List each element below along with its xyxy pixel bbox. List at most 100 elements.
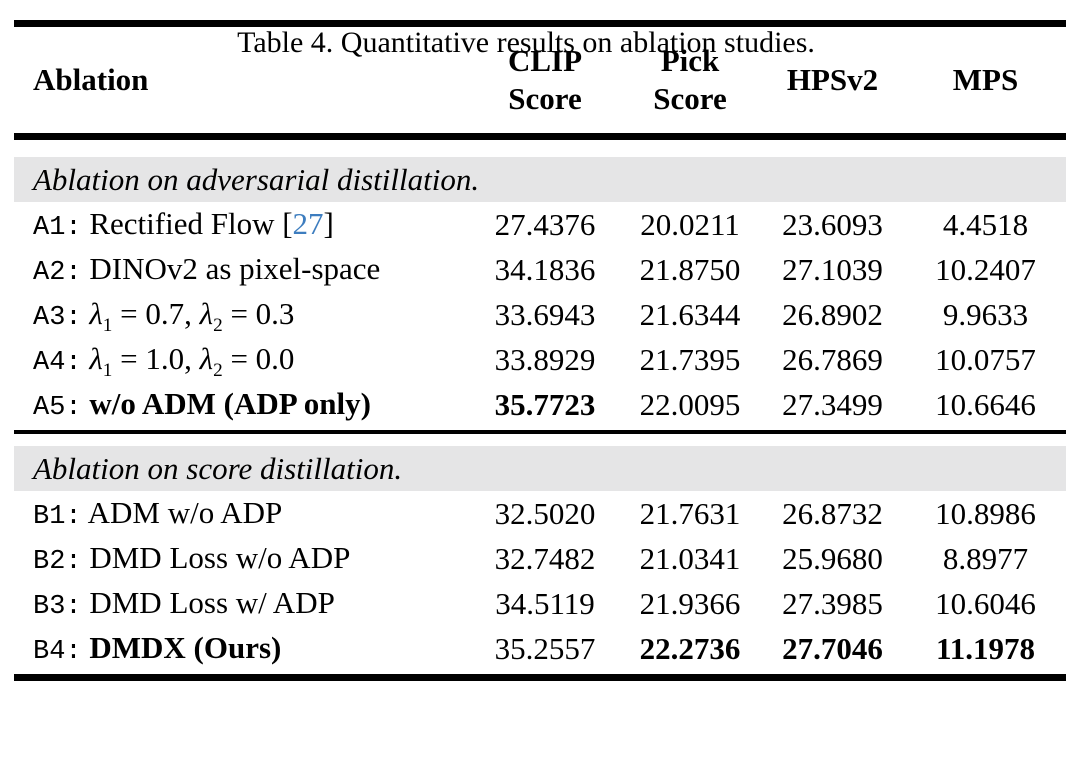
metric-value: 10.8986 [935,495,1036,531]
row-label: A1: Rectified Flow [27] [14,206,470,243]
metric-value: 26.8902 [782,296,883,332]
row-label-text: ADM w/o ADP [87,495,283,530]
metric-value: 27.3499 [782,386,883,422]
row-id: A1: [33,213,82,243]
metric-value: 21.7631 [639,495,741,531]
metric-value: 8.8977 [942,540,1029,576]
row-label-text: λ [89,341,103,376]
metric-value: 35.2557 [494,630,596,666]
col-header-pick-score: Pick Score [653,43,727,116]
lambda-subscript: 1 [102,315,113,337]
metric-value: 35.7723 [494,386,596,422]
row-label-text: DINOv2 as pixel-space [89,251,381,286]
metric-value: 32.7482 [494,540,596,576]
section-header: Ablation on score distillation. [14,446,1066,491]
row-label-text: = 0.0 [222,341,295,376]
row-label-text: λ [89,296,103,331]
metric-value: 21.7395 [639,341,741,377]
metric-value: 23.6093 [782,206,883,242]
table-row: A4: λ1 = 1.0, λ2 = 0.0 33.8929 21.7395 26.7… [14,337,1066,382]
metric-value: 33.8929 [494,341,596,377]
row-label: A4: λ1 = 1.0, λ2 = 0.0 [14,341,470,382]
row-label-text: = 1.0, [112,341,200,376]
table-row: B4: DMDX (Ours) 35.2557 22.2736 27.7046 11.1… [14,626,1066,671]
row-label: A5: w/o ADM (ADP only) [14,386,470,423]
row-label: A3: λ1 = 0.7, λ2 = 0.3 [14,296,470,337]
metric-value: 20.0211 [640,206,740,242]
citation-link[interactable]: 27 [292,206,324,241]
metric-value: 34.1836 [494,251,596,287]
metric-value: 11.1978 [935,630,1036,666]
metric-value: 21.8750 [639,251,741,287]
row-label-text: = 0.7, [112,296,200,331]
metric-value: 32.5020 [494,495,596,531]
row-label-text: DMDX (Ours) [89,630,282,665]
metric-value: 21.0341 [639,540,741,576]
metric-value: 10.6646 [935,386,1036,422]
metric-value: 22.2736 [639,630,741,666]
header-rule [14,133,1066,140]
row-label: B3: DMD Loss w/ ADP [14,585,470,622]
table-row: A1: Rectified Flow [27] 27.4376 20.0211 23.… [14,202,1066,247]
metric-value: 26.8732 [782,495,883,531]
metric-value: 27.4376 [494,206,596,242]
metric-value: 21.9366 [639,585,741,621]
table-header-row: Ablation CLIP Score Pick Score HPSv2 MPS [14,27,1066,133]
col-header-clip-score: CLIP Score [507,43,583,116]
metric-value: 9.9633 [942,296,1029,332]
row-label: B4: DMDX (Ours) [14,630,470,667]
metric-value: 21.6344 [639,296,741,332]
metric-value: 27.1039 [782,251,883,287]
lambda-subscript: 2 [213,360,223,382]
col-header-hpsv2: HPSv2 [786,62,879,97]
metric-value: 27.7046 [782,630,883,666]
row-label-text: ] [323,206,334,241]
row-id: B3: [33,592,82,622]
table-row: A2: DINOv2 as pixel-space 34.1836 21.8750 2… [14,247,1066,292]
section-header: Ablation on adversarial distillation. [14,157,1066,202]
metric-value: 34.5119 [495,585,595,621]
row-label-text: λ [199,341,214,376]
table-row: B3: DMD Loss w/ ADP 34.5119 21.9366 27.3985… [14,581,1066,626]
col-header-ablation: Ablation [33,62,149,97]
row-id: A4: [33,348,82,378]
lambda-subscript: 1 [102,360,113,382]
table-row: A5: w/o ADM (ADP only) 35.7723 22.0095 27.3… [14,382,1066,427]
section-divider-rule [14,430,1066,434]
row-id: B2: [33,547,82,577]
col-header-mps: MPS [952,62,1019,97]
metric-value: 4.4518 [942,206,1029,242]
row-label-text: DMD Loss w/o ADP [89,540,351,575]
row-label-text: λ [199,296,214,331]
row-label: A2: DINOv2 as pixel-space [14,251,470,288]
lambda-subscript: 2 [213,315,223,337]
metric-value: 10.0757 [935,341,1036,377]
row-id: A2: [33,258,82,288]
row-label-text: DMD Loss w/ ADP [89,585,335,620]
table-body: Ablation on adversarial distillation. A1:… [14,157,1066,671]
top-rule [14,20,1066,27]
row-label-text: w/o ADM (ADP only) [89,386,371,421]
ablation-results-table: Ablation CLIP Score Pick Score HPSv2 MPS… [14,20,1066,681]
row-id: A5: [33,393,82,423]
table-row: B1: ADM w/o ADP 32.5020 21.7631 26.8732 10.8… [14,491,1066,536]
metric-value: 33.6943 [494,296,596,332]
metric-value: 10.2407 [935,251,1036,287]
metric-value: 26.7869 [782,341,883,377]
table-caption: Table 4. Quantitative results on ablatio… [237,26,815,59]
table-row: A3: λ1 = 0.7, λ2 = 0.3 33.6943 21.6344 26.8… [14,292,1066,337]
row-label-text: Rectified Flow [ [89,206,293,241]
metric-value: 25.9680 [782,540,883,576]
row-label: B1: ADM w/o ADP [14,495,470,532]
row-label: B2: DMD Loss w/o ADP [14,540,470,577]
row-id: B1: [33,502,82,532]
metric-value: 10.6046 [935,585,1036,621]
metric-value: 27.3985 [782,585,883,621]
metric-value: 22.0095 [639,386,741,422]
table-row: B2: DMD Loss w/o ADP 32.7482 21.0341 25.968… [14,536,1066,581]
row-id: A3: [33,303,82,333]
bottom-rule [14,674,1066,681]
row-id: B4: [33,637,82,667]
row-label-text: = 0.3 [222,296,295,331]
